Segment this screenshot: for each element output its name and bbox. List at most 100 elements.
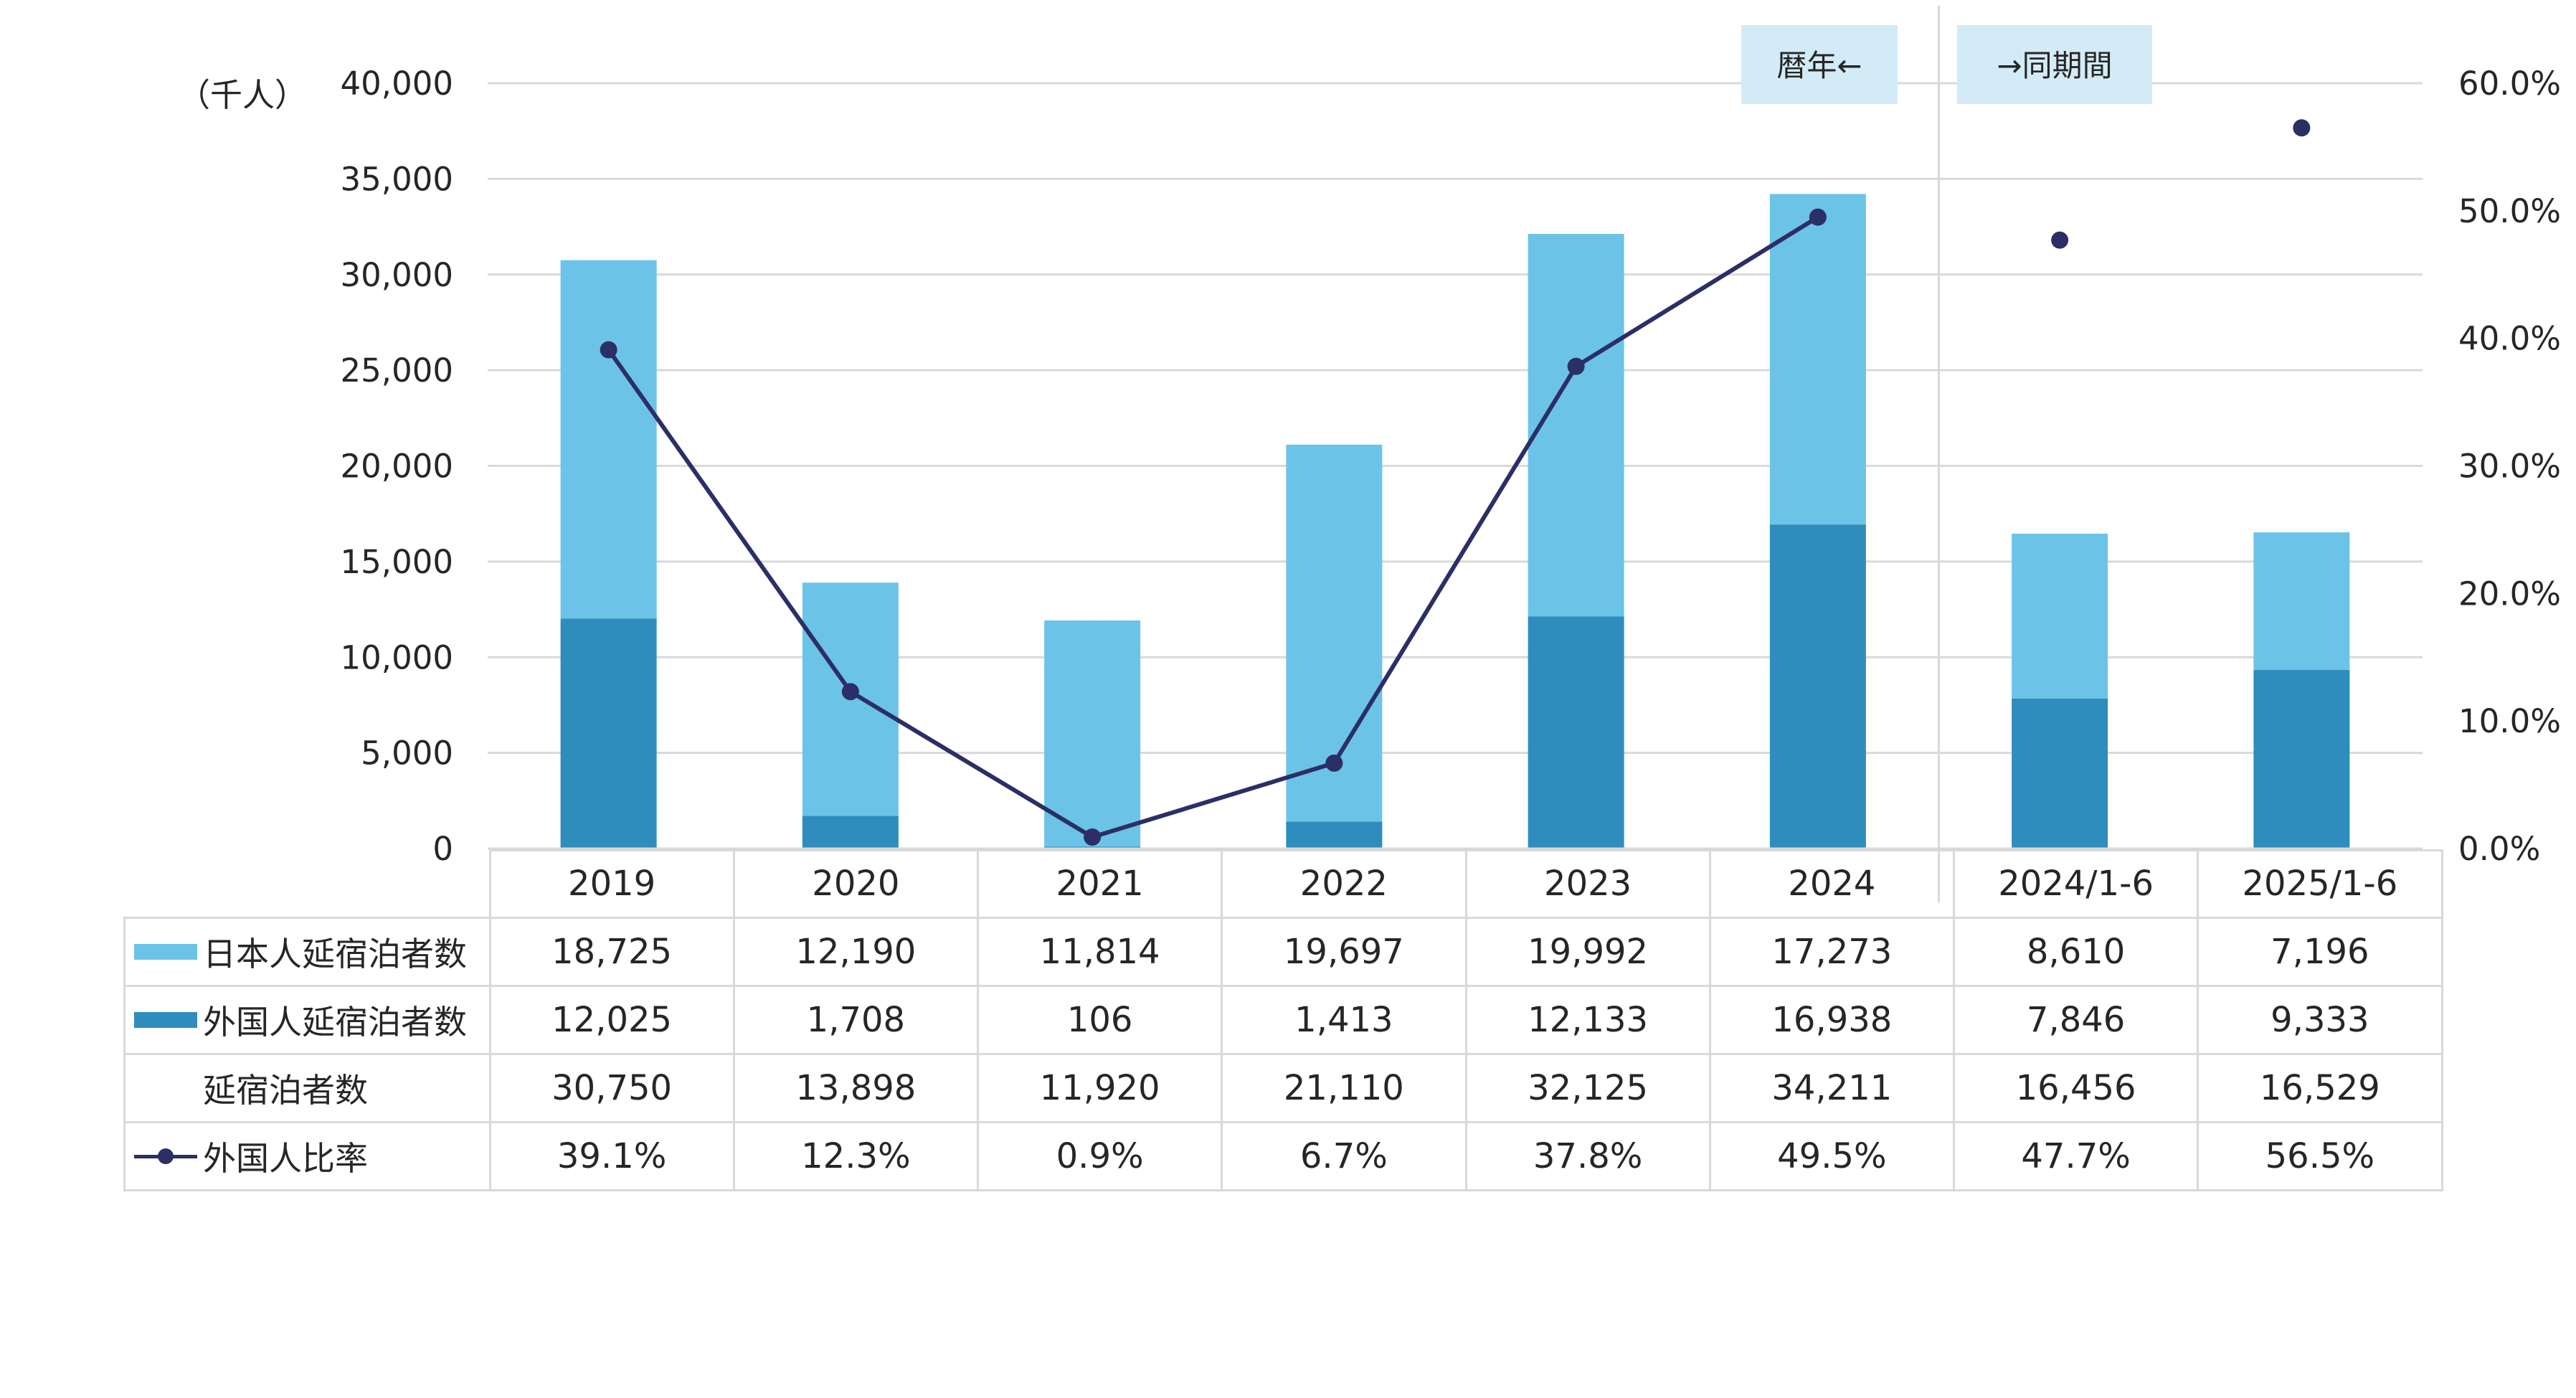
data-label: 32,125 bbox=[1464, 1052, 1711, 1123]
data-label: 1,413 bbox=[1221, 984, 1467, 1055]
y-left-tick-label: 15,000 bbox=[341, 543, 453, 581]
data-label: 30,750 bbox=[488, 1052, 735, 1123]
data-label: 7,196 bbox=[2197, 916, 2443, 987]
data-label: 21,110 bbox=[1221, 1052, 1467, 1123]
x-tick-label: 2021 bbox=[976, 849, 1223, 919]
x-tick-label: 2020 bbox=[732, 849, 980, 919]
data-label: 8,610 bbox=[1952, 916, 2199, 987]
table-row: 延宿泊者数 30,750 13,898 11,920 21,110 32,125 34,21… bbox=[123, 1052, 2443, 1123]
data-label: 16,529 bbox=[2197, 1052, 2443, 1123]
ratio-point bbox=[841, 683, 859, 701]
legend-entry: 外国人比率 bbox=[123, 1120, 491, 1191]
gridlines bbox=[488, 82, 2423, 755]
data-label: 16,938 bbox=[1708, 984, 1956, 1055]
y-right-tick-label: 50.0% bbox=[2458, 192, 2561, 230]
ratio-point bbox=[1809, 208, 1827, 226]
data-label: 9,333 bbox=[2197, 984, 2443, 1055]
legend-label: 日本人延宿泊者数 bbox=[203, 934, 467, 973]
data-label: 37.8% bbox=[1464, 1120, 1711, 1191]
y-left-tick-label: 35,000 bbox=[341, 160, 453, 198]
data-label: 19,697 bbox=[1221, 916, 1467, 987]
data-label: 34,211 bbox=[1708, 1052, 1956, 1123]
legend-label: 外国人延宿泊者数 bbox=[203, 1002, 467, 1042]
data-label: 12,133 bbox=[1464, 984, 1711, 1055]
period-tag-label: →同期間 bbox=[1997, 48, 2112, 83]
ratio-point bbox=[2051, 231, 2069, 249]
ratio-line-series bbox=[600, 119, 2311, 846]
legend-swatch bbox=[134, 1011, 197, 1028]
period-tag-box bbox=[1957, 25, 2152, 104]
period-tag-label: 暦年← bbox=[1776, 48, 1862, 83]
bar-foreign bbox=[1769, 524, 1866, 849]
y-right-tick-label: 20.0% bbox=[2458, 575, 2561, 613]
bar-foreign bbox=[560, 618, 657, 849]
bar-foreign bbox=[2012, 698, 2108, 849]
data-label: 18,725 bbox=[488, 916, 735, 987]
y-left-tick-label: 10,000 bbox=[341, 638, 453, 676]
data-label: 16,456 bbox=[1952, 1052, 2199, 1123]
table-corner bbox=[124, 850, 490, 919]
ratio-point bbox=[1084, 828, 1102, 846]
x-tick-label: 2022 bbox=[1221, 849, 1467, 919]
x-tick-label: 2025/1-6 bbox=[2197, 849, 2443, 919]
data-label: 49.5% bbox=[1708, 1120, 1956, 1191]
data-label: 12,190 bbox=[732, 916, 980, 987]
x-tick-label: 2024 bbox=[1708, 849, 1956, 919]
y-right-tick-label: 30.0% bbox=[2458, 448, 2561, 486]
y-right-tick-label: 0.0% bbox=[2458, 830, 2540, 868]
data-label: 39.1% bbox=[488, 1120, 735, 1191]
y-left-tick-label: 25,000 bbox=[341, 351, 453, 389]
bar-japanese bbox=[1044, 620, 1141, 847]
x-tick-label: 2024/1-6 bbox=[1952, 849, 2199, 919]
x-tick-label: 2023 bbox=[1464, 849, 1711, 919]
legend-label: 延宿泊者数 bbox=[203, 1070, 368, 1110]
data-label: 106 bbox=[976, 984, 1223, 1055]
data-label: 12.3% bbox=[732, 1120, 980, 1191]
data-label: 0.9% bbox=[976, 1120, 1223, 1191]
legend-entry: 外国人延宿泊者数 bbox=[123, 984, 491, 1055]
legend-spacer bbox=[134, 1080, 197, 1096]
y-right-tick-label: 40.0% bbox=[2458, 320, 2561, 358]
legend-swatch bbox=[134, 943, 197, 960]
data-label: 13,898 bbox=[732, 1052, 980, 1123]
y-left-tick-label: 40,000 bbox=[341, 65, 453, 103]
bar-japanese bbox=[2012, 534, 2108, 699]
axes: 05,00010,00015,00020,00025,00030,00035,0… bbox=[178, 6, 2561, 902]
period-tag-box bbox=[1741, 25, 1898, 104]
data-label: 47.7% bbox=[1952, 1120, 2199, 1191]
bar-japanese bbox=[560, 260, 657, 619]
table-row: 外国人比率 39.1% 12.3% 0.9% 6.7% 37.8% 49.5% 47.7% 56… bbox=[123, 1120, 2443, 1191]
ratio-point bbox=[1567, 357, 1585, 375]
bar-foreign bbox=[1528, 616, 1624, 849]
data-label: 17,273 bbox=[1708, 916, 1956, 987]
y-left-tick-label: 5,000 bbox=[361, 735, 453, 773]
y-left-tick-label: 20,000 bbox=[341, 448, 453, 486]
data-label: 12,025 bbox=[488, 984, 735, 1055]
data-label: 11,814 bbox=[976, 916, 1223, 987]
data-label: 19,992 bbox=[1464, 916, 1711, 987]
legend-entry: 延宿泊者数 bbox=[123, 1052, 491, 1123]
bar-foreign bbox=[2253, 670, 2350, 849]
bar-foreign bbox=[802, 816, 899, 849]
legend-entry: 日本人延宿泊者数 bbox=[123, 916, 491, 987]
ratio-line bbox=[607, 215, 1819, 840]
bar-japanese bbox=[2253, 532, 2350, 671]
legend-line-marker bbox=[134, 1148, 197, 1164]
data-label: 6.7% bbox=[1221, 1120, 1467, 1191]
x-category-row: 2019 2020 2021 2022 2023 2024 2024/1-6 2025/1-6 bbox=[124, 849, 2443, 919]
x-tick-label: 2019 bbox=[488, 849, 735, 919]
ratio-point bbox=[2293, 119, 2311, 137]
data-label: 11,920 bbox=[976, 1052, 1223, 1123]
legend-label: 外国人比率 bbox=[203, 1138, 368, 1178]
bar-foreign bbox=[1286, 821, 1383, 849]
y-right-tick-label: 10.0% bbox=[2458, 702, 2561, 740]
data-label: 7,846 bbox=[1952, 984, 2199, 1055]
period-annotations: 暦年← →同期間 bbox=[1741, 25, 2152, 104]
ratio-point bbox=[600, 341, 617, 359]
ratio-point bbox=[1325, 754, 1343, 772]
bar-japanese bbox=[1769, 194, 1866, 525]
y-unit-label: （千人） bbox=[178, 76, 307, 114]
y-right-tick-label: 60.0% bbox=[2458, 65, 2561, 103]
bars bbox=[560, 194, 2350, 849]
